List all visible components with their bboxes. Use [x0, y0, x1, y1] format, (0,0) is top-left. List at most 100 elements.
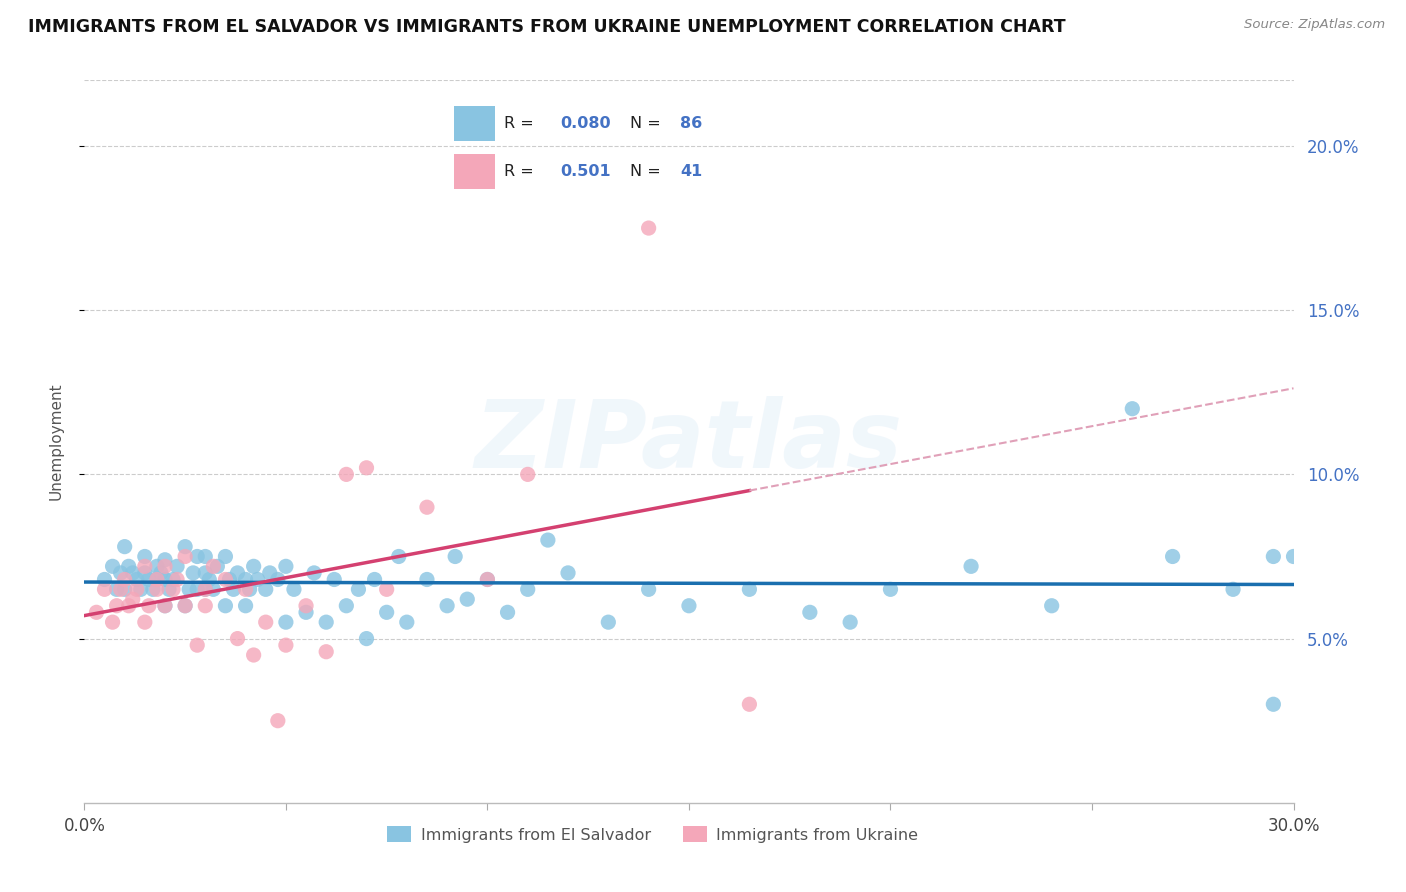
Point [302, 566, 325, 580]
Point [194, 549, 217, 564]
Point [375, 605, 398, 619]
Point [214, 549, 236, 564]
Point [146, 582, 169, 597]
Point [207, 559, 229, 574]
Point [267, 714, 290, 728]
Text: IMMIGRANTS FROM EL SALVADOR VS IMMIGRANTS FROM UKRAINE UNEMPLOYMENT CORRELATION : IMMIGRANTS FROM EL SALVADOR VS IMMIGRANT… [28, 18, 1066, 36]
Point [1121, 401, 1143, 416]
Point [153, 553, 176, 567]
Point [1161, 549, 1184, 564]
Point [416, 500, 439, 515]
Point [242, 559, 264, 574]
Point [214, 573, 236, 587]
Point [295, 605, 318, 619]
Point [678, 599, 700, 613]
Point [146, 573, 169, 587]
Point [239, 582, 262, 597]
Point [637, 582, 659, 597]
Point [134, 549, 156, 564]
Point [114, 573, 136, 587]
Point [477, 573, 499, 587]
Point [356, 632, 378, 646]
Point [1222, 582, 1244, 597]
Point [226, 566, 249, 580]
Point [93, 582, 115, 597]
Point [174, 540, 197, 554]
Point [295, 599, 318, 613]
Point [134, 559, 156, 574]
Text: Source: ZipAtlas.com: Source: ZipAtlas.com [1244, 18, 1385, 31]
Point [153, 573, 176, 587]
Point [218, 573, 240, 587]
Point [166, 559, 188, 574]
Point [283, 582, 305, 597]
Point [274, 615, 297, 630]
Point [496, 605, 519, 619]
Point [174, 549, 197, 564]
Point [134, 566, 156, 580]
Point [456, 592, 478, 607]
Point [194, 582, 217, 597]
Point [1263, 549, 1285, 564]
Point [181, 566, 204, 580]
Point [274, 638, 297, 652]
Point [516, 582, 538, 597]
Point [162, 573, 184, 587]
Point [157, 582, 180, 597]
Point [105, 582, 128, 597]
Point [198, 573, 221, 587]
Point [118, 599, 141, 613]
Point [254, 615, 277, 630]
Point [194, 566, 217, 580]
Point [118, 559, 141, 574]
Point [235, 582, 257, 597]
Point [598, 615, 620, 630]
Point [388, 549, 411, 564]
Point [214, 599, 236, 613]
Point [105, 599, 128, 613]
Point [226, 632, 249, 646]
Point [202, 582, 225, 597]
Point [146, 573, 169, 587]
Point [1282, 549, 1305, 564]
Point [129, 582, 152, 597]
Point [142, 582, 165, 597]
Point [153, 599, 176, 613]
Point [537, 533, 560, 547]
Point [202, 559, 225, 574]
Point [1040, 599, 1063, 613]
Point [186, 549, 208, 564]
Point [121, 566, 143, 580]
Point [395, 615, 418, 630]
Point [246, 573, 269, 587]
Point [274, 559, 297, 574]
Point [146, 559, 169, 574]
Point [186, 638, 208, 652]
Y-axis label: Unemployment: Unemployment [49, 383, 63, 500]
Point [153, 599, 176, 613]
Legend: Immigrants from El Salvador, Immigrants from Ukraine: Immigrants from El Salvador, Immigrants … [381, 820, 925, 849]
Point [363, 573, 385, 587]
Point [1263, 698, 1285, 712]
Point [637, 221, 659, 235]
Point [267, 573, 290, 587]
Point [114, 540, 136, 554]
Point [335, 599, 357, 613]
Text: ZIPatlas: ZIPatlas [475, 395, 903, 488]
Point [101, 615, 124, 630]
Point [235, 599, 257, 613]
Point [323, 573, 346, 587]
Point [738, 582, 761, 597]
Point [839, 615, 862, 630]
Point [93, 573, 115, 587]
Point [110, 566, 132, 580]
Point [222, 582, 245, 597]
Point [557, 566, 579, 580]
Point [315, 645, 337, 659]
Point [166, 573, 188, 587]
Point [960, 559, 983, 574]
Point [194, 599, 217, 613]
Point [375, 582, 398, 597]
Point [174, 599, 197, 613]
Point [254, 582, 277, 597]
